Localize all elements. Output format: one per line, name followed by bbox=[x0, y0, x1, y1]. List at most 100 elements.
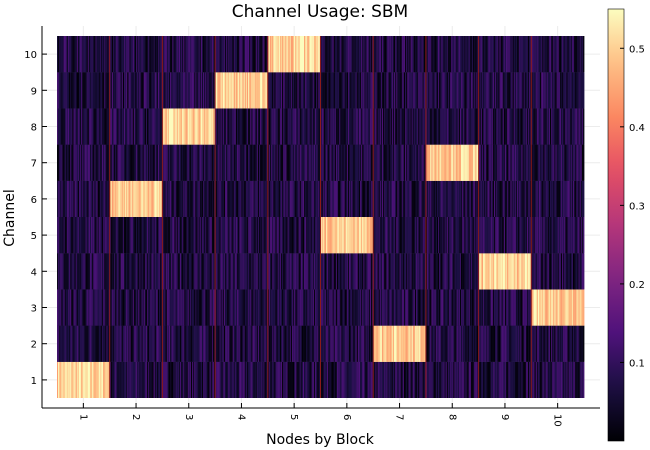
heatmap-stripe bbox=[368, 253, 371, 290]
heatmap-stripe bbox=[435, 180, 438, 217]
heatmap-stripe bbox=[506, 217, 508, 254]
heatmap-cell bbox=[109, 36, 163, 73]
heatmap-stripe bbox=[464, 180, 466, 217]
heatmap-stripe bbox=[110, 217, 113, 254]
heatmap-stripe bbox=[163, 361, 165, 398]
heatmap-stripe bbox=[273, 72, 275, 109]
heatmap-stripe bbox=[409, 361, 411, 398]
heatmap-stripe bbox=[506, 361, 508, 398]
heatmap-stripe bbox=[259, 253, 261, 290]
heatmap-stripe bbox=[491, 72, 494, 109]
heatmap-stripe bbox=[217, 289, 219, 326]
heatmap-stripe bbox=[443, 325, 445, 362]
heatmap-stripe bbox=[320, 325, 322, 362]
heatmap-stripe bbox=[357, 217, 360, 254]
heatmap-stripe bbox=[330, 253, 332, 290]
heatmap-stripe bbox=[447, 217, 450, 254]
heatmap-stripe bbox=[244, 325, 247, 362]
heatmap-stripe bbox=[139, 361, 141, 398]
heatmap-stripe bbox=[457, 72, 460, 109]
heatmap-stripe bbox=[451, 217, 453, 254]
heatmap-stripe bbox=[519, 144, 521, 181]
heatmap-stripe bbox=[123, 217, 126, 254]
heatmap-stripe bbox=[116, 72, 118, 109]
heatmap-stripe bbox=[254, 361, 257, 398]
heatmap-stripe bbox=[512, 253, 515, 290]
heatmap-stripe bbox=[378, 144, 381, 181]
heatmap-stripe bbox=[138, 144, 140, 181]
heatmap-stripe bbox=[217, 72, 219, 109]
heatmap-stripe bbox=[280, 72, 283, 109]
heatmap-stripe bbox=[353, 325, 355, 362]
heatmap-stripe bbox=[150, 217, 152, 254]
heatmap-stripe bbox=[462, 72, 464, 109]
heatmap-stripe bbox=[569, 361, 572, 398]
heatmap-stripe bbox=[224, 325, 227, 362]
heatmap-stripe bbox=[357, 289, 360, 326]
heatmap-stripe bbox=[66, 36, 69, 73]
heatmap-stripe bbox=[489, 253, 492, 290]
heatmap-stripe bbox=[177, 253, 180, 290]
heatmap-stripe bbox=[431, 180, 433, 217]
heatmap-stripe bbox=[473, 144, 475, 181]
heatmap-stripe bbox=[246, 289, 249, 326]
heatmap-stripe bbox=[462, 144, 464, 181]
heatmap-stripe bbox=[495, 325, 497, 362]
heatmap-stripe bbox=[66, 289, 69, 326]
heatmap-stripe bbox=[134, 325, 137, 362]
heatmap-stripe bbox=[398, 253, 400, 290]
heatmap-stripe bbox=[543, 217, 545, 254]
heatmap-stripe bbox=[222, 108, 225, 145]
heatmap-stripe bbox=[75, 361, 78, 398]
heatmap-stripe bbox=[254, 180, 257, 217]
heatmap-stripe bbox=[198, 361, 201, 398]
heatmap-stripe bbox=[111, 108, 114, 145]
heatmap-stripe bbox=[210, 217, 213, 254]
heatmap-stripe bbox=[193, 289, 195, 326]
heatmap-stripe bbox=[457, 361, 460, 398]
heatmap-stripe bbox=[256, 325, 259, 362]
heatmap-stripe bbox=[567, 289, 570, 326]
heatmap-stripe bbox=[475, 361, 477, 398]
heatmap-stripe bbox=[183, 217, 185, 254]
heatmap-stripe bbox=[286, 72, 288, 109]
heatmap-stripe bbox=[151, 72, 153, 109]
heatmap-stripe bbox=[58, 180, 60, 217]
heatmap-stripe bbox=[237, 144, 239, 181]
heatmap-stripe bbox=[119, 108, 122, 145]
heatmap-stripe bbox=[286, 144, 288, 181]
heatmap-stripe bbox=[512, 361, 515, 398]
heatmap-stripe bbox=[291, 217, 294, 254]
heatmap-stripe bbox=[73, 108, 75, 145]
heatmap-stripe bbox=[386, 180, 388, 217]
heatmap-stripe bbox=[500, 361, 503, 398]
heatmap-stripe bbox=[522, 180, 525, 217]
heatmap-stripe bbox=[544, 180, 546, 217]
heatmap-stripe bbox=[416, 361, 418, 398]
heatmap-stripe bbox=[453, 361, 455, 398]
heatmap-stripe bbox=[132, 361, 135, 398]
heatmap-stripe bbox=[259, 108, 261, 145]
heatmap-stripe bbox=[397, 36, 399, 73]
heatmap-stripe bbox=[354, 36, 357, 73]
heatmap-stripe bbox=[535, 180, 538, 217]
heatmap-stripe bbox=[407, 217, 409, 254]
heatmap-stripe bbox=[94, 180, 96, 217]
heatmap-stripe bbox=[246, 253, 249, 290]
heatmap-stripe bbox=[383, 180, 385, 217]
heatmap-stripe bbox=[254, 108, 257, 145]
heatmap-stripe bbox=[265, 253, 268, 290]
heatmap-stripe bbox=[412, 217, 415, 254]
heatmap-stripe bbox=[111, 253, 114, 290]
heatmap-stripe bbox=[238, 36, 240, 73]
heatmap-stripe bbox=[429, 217, 431, 254]
heatmap-stripe bbox=[407, 325, 409, 362]
heatmap-stripe bbox=[340, 72, 342, 109]
heatmap-stripe bbox=[296, 72, 298, 109]
heatmap-stripe bbox=[333, 361, 336, 398]
heatmap-stripe bbox=[89, 180, 92, 217]
heatmap-stripe bbox=[242, 180, 245, 217]
heatmap-stripe bbox=[440, 289, 442, 326]
heatmap-stripe bbox=[60, 36, 62, 73]
heatmap-stripe bbox=[484, 180, 486, 217]
